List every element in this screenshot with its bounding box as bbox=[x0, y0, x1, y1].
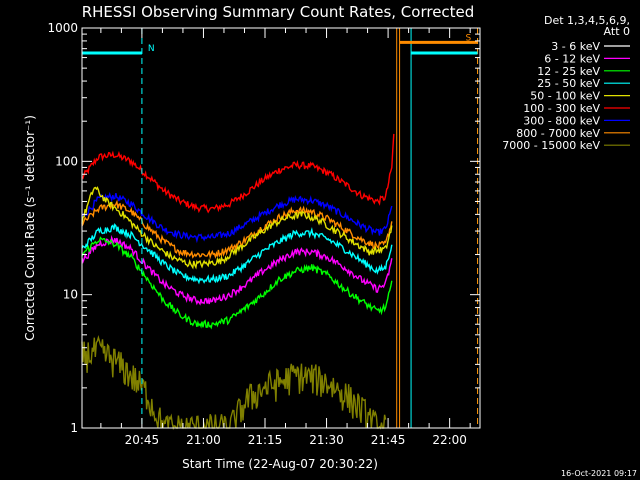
flag-lines: NS bbox=[82, 33, 478, 55]
series-line-9 bbox=[81, 334, 387, 431]
legend-header-line-1: Det 1,3,4,5,6,9, bbox=[544, 14, 630, 27]
flag-label-2: S bbox=[466, 33, 472, 43]
series-line-7 bbox=[81, 236, 393, 330]
legend-header-line-2: Att 0 bbox=[604, 25, 630, 38]
plot-data bbox=[81, 133, 395, 431]
y-axis-label: Corrected Count Rate (s⁻¹ detector⁻¹) bbox=[23, 115, 37, 341]
series-2 bbox=[81, 192, 393, 244]
vertical-markers bbox=[141, 28, 479, 428]
legend-entry-label: 300 - 800 keV bbox=[523, 114, 600, 127]
x-tick-label: 21:00 bbox=[186, 433, 221, 447]
y-axis-ticks: 1 10 100 1000 bbox=[47, 21, 480, 435]
series-8 bbox=[81, 270, 393, 393]
series-line-5 bbox=[81, 223, 393, 285]
x-tick-label: 21:45 bbox=[371, 433, 406, 447]
flag-label-1: N bbox=[148, 44, 155, 54]
series-3 bbox=[81, 199, 393, 260]
x-tick-label: 21:30 bbox=[309, 433, 344, 447]
series-line-2 bbox=[81, 192, 393, 244]
series-5 bbox=[81, 223, 393, 285]
series-line-6 bbox=[81, 234, 393, 306]
legend-entry-label: 3 - 6 keV bbox=[551, 40, 600, 53]
legend-entry-label: 100 - 300 keV bbox=[523, 102, 600, 115]
y-tick-label: 100 bbox=[55, 154, 78, 168]
legend-entry-label: 800 - 7000 keV bbox=[516, 127, 600, 140]
series-6 bbox=[81, 234, 393, 306]
series-line-3 bbox=[81, 199, 393, 260]
x-axis-ticks: 20:45 21:00 21:15 21:30 21:45 22:00 bbox=[100, 28, 471, 447]
legend-entry-label: 25 - 50 keV bbox=[537, 77, 600, 90]
series-line-8 bbox=[81, 270, 393, 393]
legend-entry-label: 12 - 25 keV bbox=[537, 65, 600, 78]
chart-title: RHESSI Observing Summary Count Rates, Co… bbox=[82, 3, 475, 21]
x-tick-label: 21:15 bbox=[248, 433, 283, 447]
plot-frame bbox=[81, 27, 481, 429]
x-tick-label: 20:45 bbox=[125, 433, 160, 447]
legend-entry-label: 50 - 100 keV bbox=[530, 90, 600, 103]
legend-entry-label: 6 - 12 keV bbox=[544, 52, 600, 65]
series-4 bbox=[81, 186, 393, 270]
series-7 bbox=[81, 236, 393, 330]
series-line-1 bbox=[81, 133, 395, 214]
series-line-4 bbox=[81, 186, 393, 270]
x-tick-label: 22:00 bbox=[432, 433, 467, 447]
y-tick-label: 10 bbox=[63, 288, 78, 302]
y-tick-label: 1 bbox=[70, 421, 78, 435]
legend-entry-label: 7000 - 15000 keV bbox=[502, 139, 600, 152]
y-tick-label: 1000 bbox=[47, 21, 78, 35]
footer-timestamp: 16-Oct-2021 09:17 bbox=[561, 469, 637, 478]
x-axis-label: Start Time (22-Aug-07 20:30:22) bbox=[182, 457, 378, 471]
